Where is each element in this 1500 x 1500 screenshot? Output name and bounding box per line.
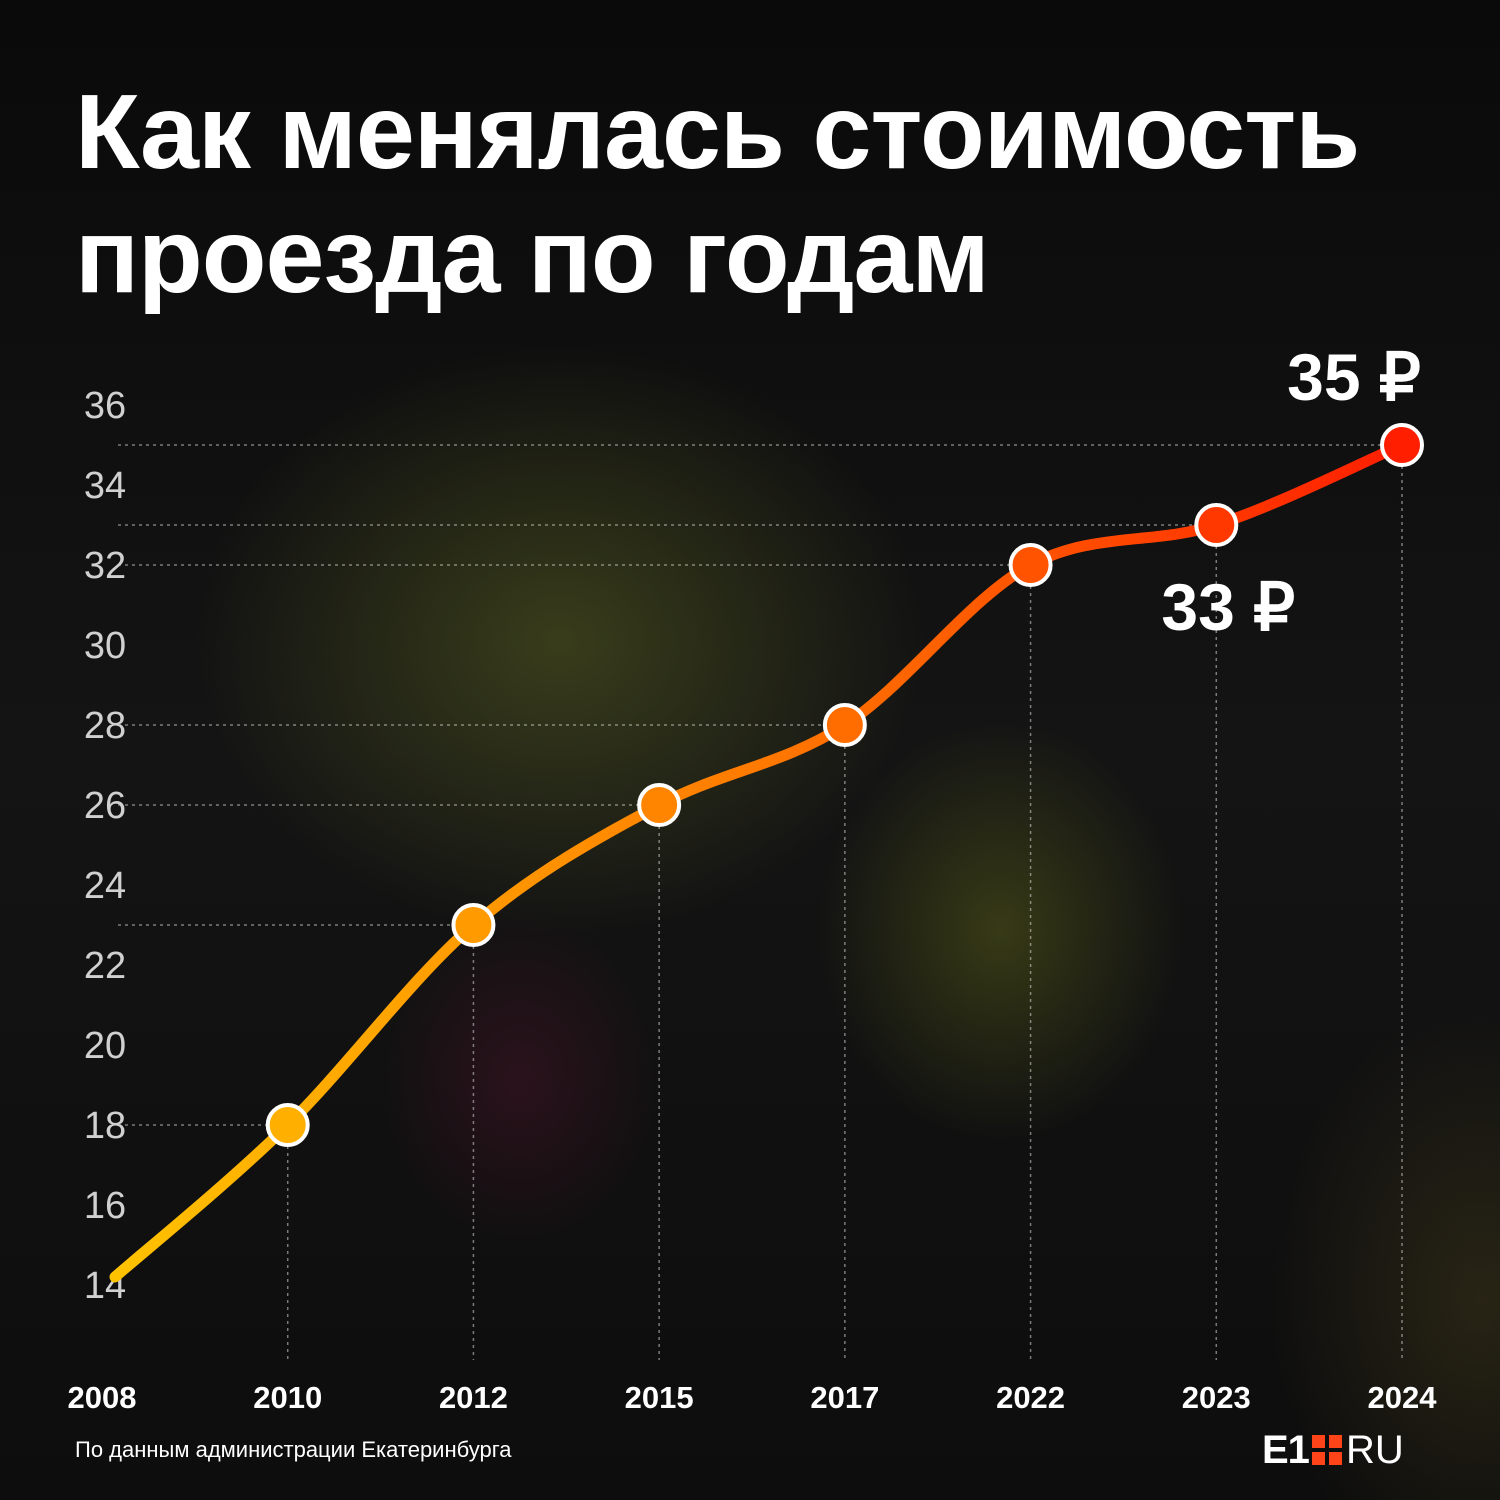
data-point-2022 — [1008, 543, 1053, 587]
price-label-2023: 33 ₽ — [1161, 570, 1295, 644]
y-tick-label: 34 — [84, 465, 126, 507]
logo-ru: RU — [1345, 1427, 1404, 1472]
y-tick-label: 22 — [84, 945, 126, 987]
data-point-2012 — [451, 903, 496, 947]
fare-series-line — [109, 439, 1408, 1283]
data-point-2015 — [637, 783, 682, 827]
y-tick-label: 32 — [84, 545, 126, 587]
source-note: По данным администрации Екатеринбурга — [75, 1437, 512, 1462]
x-tick-label: 2024 — [1368, 1380, 1438, 1415]
annotations: 35 ₽ 33 ₽ — [1161, 340, 1420, 644]
y-tick-label: 36 — [84, 385, 126, 427]
x-tick-label: 2022 — [996, 1380, 1065, 1415]
logo-square-icon — [1311, 1435, 1342, 1465]
y-tick-label: 28 — [84, 705, 126, 747]
x-axis-ticks: 2008 2010 2012 2015 2017 2022 2023 2024 — [68, 1380, 1438, 1415]
y-tick-label: 18 — [84, 1105, 126, 1147]
data-point-2010 — [265, 1103, 310, 1147]
y-tick-label: 26 — [84, 785, 126, 827]
x-tick-label: 2017 — [810, 1380, 879, 1415]
data-points — [265, 423, 1424, 1147]
guide-lines — [118, 444, 1403, 1360]
data-point-2023 — [1194, 503, 1239, 547]
data-point-2017 — [822, 703, 867, 747]
x-tick-label: 2012 — [439, 1380, 508, 1415]
price-label-2024: 35 ₽ — [1287, 340, 1421, 414]
logo-e1: E1 — [1262, 1427, 1310, 1472]
x-tick-label: 2023 — [1182, 1380, 1251, 1415]
y-tick-label: 20 — [84, 1025, 126, 1067]
y-tick-label: 30 — [84, 625, 126, 667]
y-tick-label: 16 — [84, 1185, 126, 1227]
x-tick-label: 2015 — [625, 1380, 694, 1415]
e1-logo[interactable]: E1 RU — [1262, 1428, 1404, 1472]
x-tick-label: 2008 — [68, 1380, 137, 1415]
y-tick-label: 24 — [84, 865, 126, 907]
title-line-2: проезда по годам — [75, 197, 990, 315]
page-title: Как менялась стоимость проезда по годам — [75, 70, 1455, 318]
data-point-2024 — [1380, 423, 1424, 467]
title-line-1: Как менялась стоимость — [75, 73, 1360, 191]
x-tick-label: 2010 — [253, 1380, 322, 1415]
